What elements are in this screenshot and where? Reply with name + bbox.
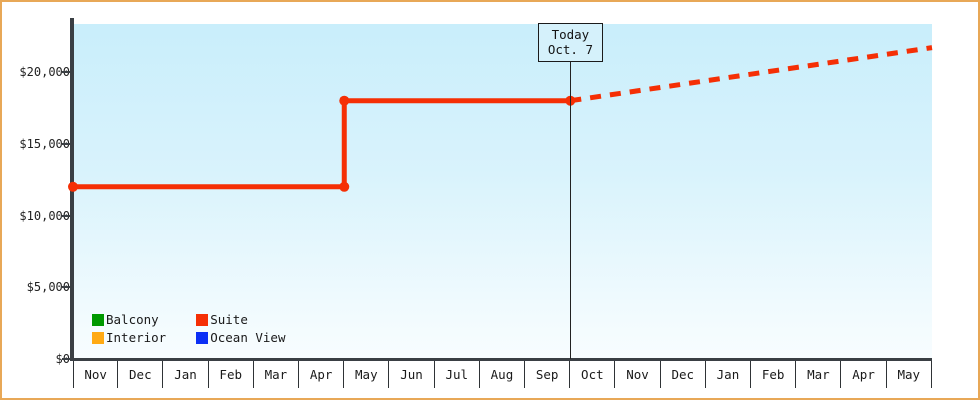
- legend-swatch-icon: [92, 313, 104, 326]
- x-axis-month-cell: Nov: [73, 361, 119, 388]
- y-axis-tick-label: $5,000: [26, 280, 70, 295]
- y-axis-tick-mark: [62, 286, 70, 289]
- today-annotation-box: Today Oct. 7: [537, 23, 603, 62]
- legend-swatch-icon: [92, 331, 104, 344]
- legend-item-ocean-view[interactable]: Ocean View: [196, 330, 285, 345]
- legend-item-label: Interior: [106, 330, 167, 345]
- x-axis-month-row: Nov Dec Jan Feb Mar Apr May Jun Jul Aug Sep Oct Nov D…: [73, 361, 932, 388]
- chart-legend: Balcony Suite Interior Ocean View: [92, 312, 285, 345]
- x-axis-month-cell: Jan: [163, 361, 209, 388]
- legend-swatch-icon: [196, 331, 209, 344]
- y-axis-line: [70, 18, 74, 361]
- x-axis-month-cell: Jul: [435, 361, 480, 388]
- x-axis-month-cell: Feb: [751, 361, 797, 388]
- today-label-line1: Today: [551, 27, 590, 42]
- plot-area: [73, 24, 932, 359]
- legend-item-label: Balcony: [106, 312, 159, 327]
- today-label-line2: Oct. 7: [547, 42, 593, 57]
- x-axis-month-cell: Oct: [570, 361, 616, 388]
- legend-swatch-icon: [196, 313, 209, 326]
- legend-item-interior[interactable]: Interior: [92, 330, 166, 345]
- legend-item-balcony[interactable]: Balcony: [92, 312, 166, 327]
- x-axis-month-cell: May: [887, 361, 932, 388]
- y-axis-tick-mark: [62, 358, 70, 360]
- today-vertical-line: [570, 61, 572, 359]
- y-axis-tick-mark: [62, 214, 70, 217]
- y-axis-tick-mark: [62, 71, 70, 73]
- y-axis-tick-label: $10,000: [19, 208, 70, 223]
- x-axis-line: [70, 358, 932, 361]
- x-axis-month-cell: Sep: [525, 361, 571, 388]
- x-axis-month-cell: Nov: [615, 361, 661, 388]
- x-axis-month-cell: Mar: [796, 361, 842, 388]
- x-axis-month-cell: Dec: [661, 361, 706, 388]
- x-axis-month-cell: Aug: [480, 361, 526, 388]
- legend-item-suite[interactable]: Suite: [196, 312, 285, 327]
- x-axis-month-cell: May: [344, 361, 390, 388]
- x-axis-month-cell: Dec: [118, 361, 164, 388]
- y-axis-tick-label: $20,000: [19, 65, 70, 79]
- legend-item-label: Suite: [210, 312, 248, 327]
- x-axis-month-cell: Jun: [389, 361, 435, 388]
- x-axis-month-cell: Apr: [299, 361, 345, 388]
- y-axis-tick-label: $0: [8, 352, 70, 366]
- y-axis-tick-mark: [62, 142, 70, 145]
- legend-item-label: Ocean View: [210, 330, 286, 345]
- x-axis-month-cell: Jan: [706, 361, 752, 388]
- y-axis-tick-label: $15,000: [19, 136, 70, 151]
- x-axis-month-cell: Feb: [209, 361, 254, 388]
- x-axis-month-cell: Mar: [254, 361, 300, 388]
- x-axis-month-cell: Apr: [841, 361, 887, 388]
